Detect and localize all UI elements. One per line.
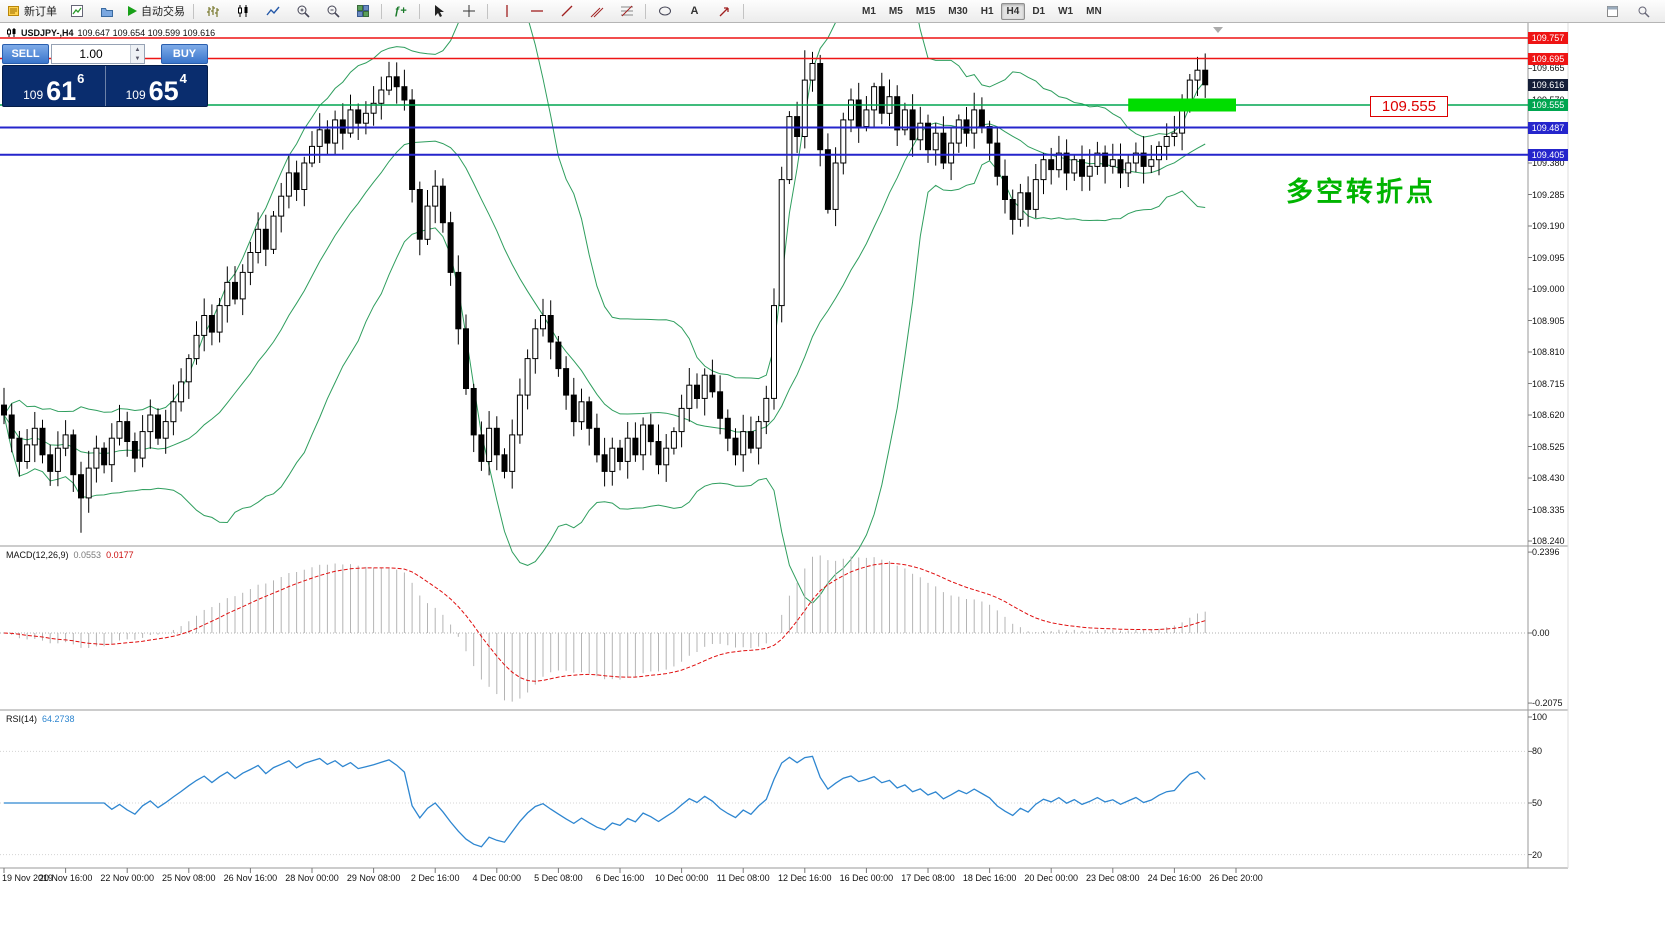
chart-ohlc-info: USDJPY-,H4 109.647 109.654 109.599 109.6…	[6, 27, 215, 38]
bid-ask-display: 109 61 6 109 65 4	[2, 65, 208, 107]
new-order-button[interactable]: 新订单	[3, 1, 61, 22]
toolbar-separator	[193, 3, 194, 19]
toolbar-separator	[487, 3, 488, 19]
text-icon[interactable]: A	[690, 5, 699, 17]
autotrading-label: 自动交易	[141, 6, 185, 18]
macd-value-signal: 0.0177	[106, 550, 134, 560]
new-order-label: 新订单	[24, 6, 57, 18]
new-chart-icon[interactable]	[62, 1, 91, 22]
zoom-in-icon[interactable]	[288, 1, 317, 22]
price-callout-object[interactable]: 109.555	[1370, 96, 1448, 117]
toolbar-separator	[419, 3, 420, 19]
ask-price-sup: 4	[179, 71, 187, 86]
buy-button[interactable]: BUY	[161, 44, 208, 64]
bid-price-sup: 6	[77, 71, 85, 86]
volume-spinner: ▲ ▼	[130, 45, 144, 63]
trendline-icon[interactable]	[552, 1, 581, 22]
timeframe-button-M15[interactable]: M15	[915, 5, 936, 17]
autotrading-button[interactable]: 自动交易	[122, 1, 189, 22]
macd-label: MACD(12,26,9) 0.0553 0.0177	[6, 550, 134, 560]
line-chart-icon[interactable]	[258, 1, 287, 22]
zoom-out-icon[interactable]	[318, 1, 347, 22]
toolbar-separator	[645, 3, 646, 19]
timeframe-toolbar: M1 M5 M15 M30 H1 H4 D1 W1 MN	[856, 2, 1108, 20]
fibonacci-icon[interactable]	[612, 1, 641, 22]
docking-icon[interactable]	[1598, 1, 1627, 22]
shapes-icon[interactable]	[650, 1, 679, 22]
ask-price-prefix: 109	[125, 87, 146, 102]
timeframe-button-MN[interactable]: MN	[1086, 5, 1102, 17]
ask-price-big: 65	[148, 75, 179, 106]
tile-windows-icon[interactable]	[348, 1, 377, 22]
rsi-value: 64.2738	[42, 714, 75, 724]
autotrading-play-icon	[128, 6, 137, 16]
bar-chart-icon[interactable]	[198, 1, 227, 22]
timeframe-button-H4[interactable]: H4	[1000, 2, 1026, 20]
timeframe-button-W1[interactable]: W1	[1058, 5, 1074, 17]
ask-price[interactable]: 109 65 4	[106, 66, 208, 106]
rsi-name: RSI(14)	[6, 714, 38, 724]
vertical-line-icon[interactable]	[492, 1, 521, 22]
timeframe-button-D1[interactable]: D1	[1032, 5, 1046, 17]
toolbar-separator	[743, 3, 744, 19]
arrows-icon[interactable]	[710, 1, 739, 22]
bid-price[interactable]: 109 61 6	[3, 66, 106, 106]
one-click-trade-panel: SELL 1.00 ▲ ▼ BUY 109 61 6 109 65 4	[2, 44, 208, 107]
timeframe-button-M30[interactable]: M30	[948, 5, 968, 17]
indicators-icon[interactable]: ƒ+	[394, 4, 407, 17]
profiles-icon[interactable]	[92, 1, 121, 22]
horizontal-line-icon[interactable]	[522, 1, 551, 22]
chart-symbol-icon	[7, 28, 16, 37]
chart-ohlc-values: 109.647 109.654 109.599 109.616	[77, 27, 216, 38]
volume-value: 1.00	[79, 47, 103, 61]
timeframe-button-M1[interactable]: M1	[862, 5, 876, 17]
new-order-icon	[8, 6, 19, 16]
crosshair-icon[interactable]	[454, 1, 483, 22]
main-toolbar: 新订单 自动交易 ƒ+	[0, 0, 1665, 23]
toolbar-right-group	[1598, 1, 1662, 22]
candlestick-chart-icon[interactable]	[228, 1, 257, 22]
macd-name: MACD(12,26,9)	[6, 550, 69, 560]
volume-input[interactable]: 1.00 ▲ ▼	[51, 44, 145, 64]
timeframe-button-M5[interactable]: M5	[888, 5, 903, 17]
turning-point-annotation[interactable]: 多空转折点	[1286, 177, 1436, 207]
chart-symbol-period: USDJPY-,H4	[21, 27, 74, 38]
volume-down-icon[interactable]: ▼	[131, 54, 144, 63]
sell-button[interactable]: SELL	[2, 44, 49, 64]
bid-price-prefix: 109	[23, 87, 44, 102]
rsi-label: RSI(14) 64.2738	[6, 714, 75, 724]
volume-up-icon[interactable]: ▲	[131, 45, 144, 54]
bid-price-big: 61	[46, 75, 77, 106]
macd-value-main: 0.0553	[73, 550, 102, 560]
cursor-icon[interactable]	[424, 1, 453, 22]
channel-icon[interactable]	[582, 1, 611, 22]
search-icon[interactable]	[1629, 1, 1658, 22]
timeframe-button-H1[interactable]: H1	[980, 5, 994, 17]
toolbar-separator	[381, 3, 382, 19]
